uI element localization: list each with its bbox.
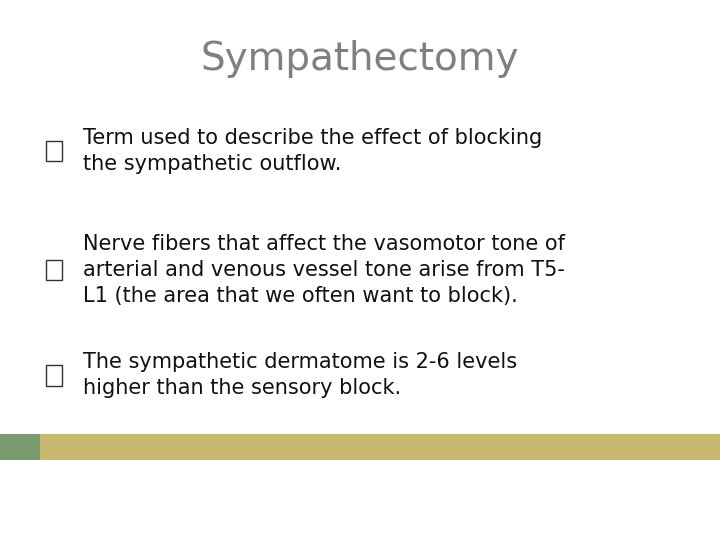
- Text: Nerve fibers that affect the vasomotor tone of
arterial and venous vessel tone a: Nerve fibers that affect the vasomotor t…: [83, 234, 564, 306]
- Text: Term used to describe the effect of blocking
the sympathetic outflow.: Term used to describe the effect of bloc…: [83, 129, 542, 174]
- Bar: [46, 260, 62, 280]
- Bar: [46, 141, 62, 161]
- Text: The sympathetic dermatome is 2-6 levels
higher than the sensory block.: The sympathetic dermatome is 2-6 levels …: [83, 353, 517, 398]
- Text: Sympathectomy: Sympathectomy: [201, 40, 519, 78]
- Bar: [46, 365, 62, 386]
- Bar: [40, 434, 720, 460]
- Bar: [0, 434, 40, 460]
